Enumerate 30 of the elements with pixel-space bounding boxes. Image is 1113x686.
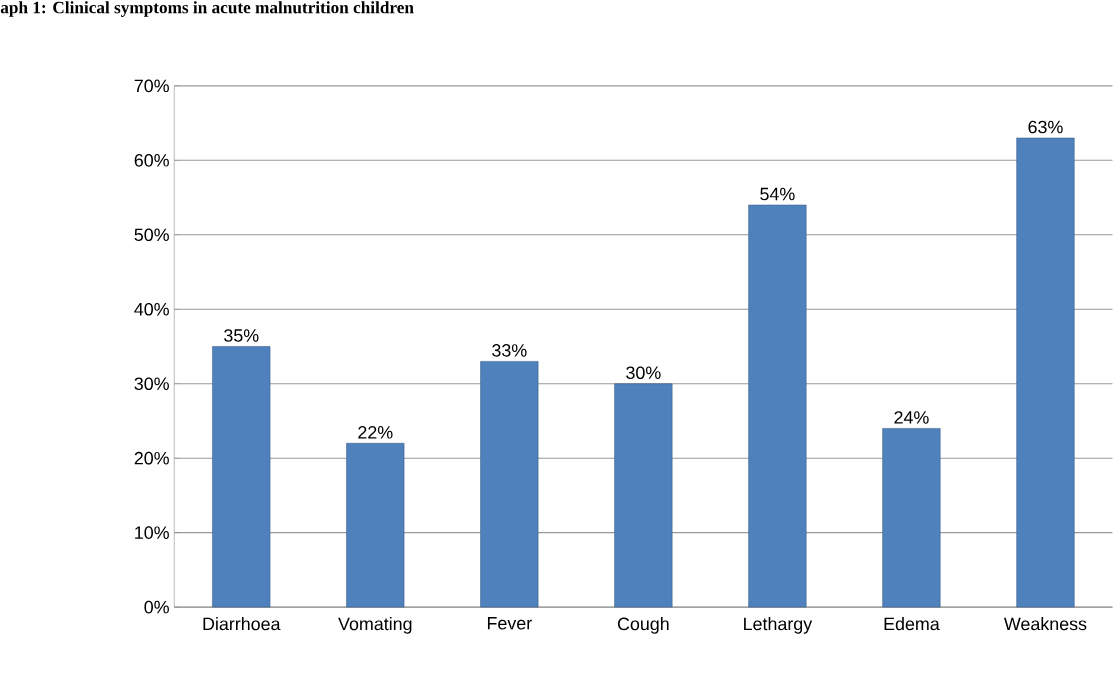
y-tick-label: 30% [134, 377, 169, 391]
chart-title: aph 1: Clinical symptoms in acute malnutrition children [0, 1, 414, 17]
x-tick-label: Edema [884, 617, 940, 631]
data-label: 63% [1028, 120, 1063, 134]
x-tick-label: Diarrhoea [203, 617, 281, 631]
data-label: 24% [894, 411, 929, 424]
data-label: 33% [492, 344, 527, 357]
y-tick-label: 50% [134, 228, 169, 242]
y-tick-label: 70% [134, 79, 169, 93]
x-tick-label: Weakness [1003, 617, 1087, 631]
bar [748, 204, 807, 608]
x-tick-label: Vomating [338, 617, 412, 634]
x-tick-label: Lethargy [744, 617, 813, 634]
y-tick-label: 40% [134, 302, 169, 316]
bar [480, 361, 539, 608]
bar [1016, 137, 1075, 608]
data-label: 30% [626, 366, 661, 380]
bar [614, 383, 673, 608]
bar [346, 443, 405, 608]
y-tick-label: 20% [134, 451, 169, 465]
y-tick-label: 60% [134, 153, 169, 167]
bar [212, 346, 271, 608]
x-tick-label: Cough [617, 617, 669, 634]
data-label: 22% [358, 426, 393, 439]
x-tick-label: Fever [487, 617, 532, 630]
y-tick-label: 10% [135, 526, 169, 539]
data-label: 35% [224, 329, 259, 342]
data-label: 54% [760, 187, 795, 201]
y-tick-label: 0% [144, 600, 169, 614]
bar [882, 428, 941, 608]
